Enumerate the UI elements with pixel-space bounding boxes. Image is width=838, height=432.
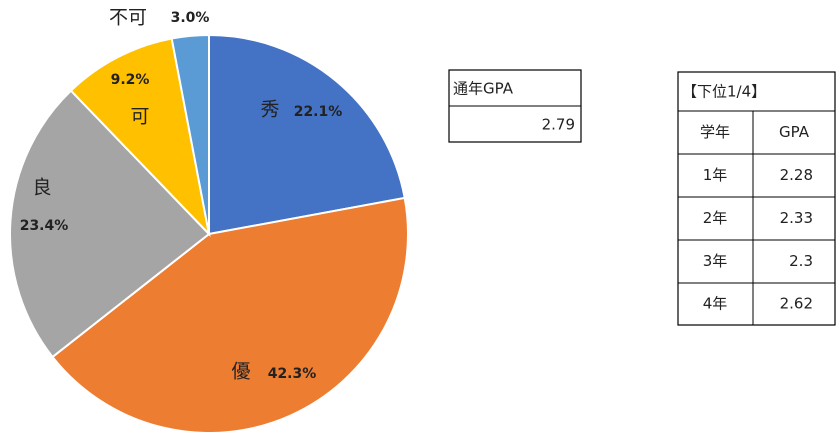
table-cell: 3年: [703, 252, 728, 270]
table-cell: 2年: [703, 209, 728, 227]
slice-value-label: 42.3%: [268, 366, 317, 382]
table-border: [677, 71, 836, 326]
lower-quarter-table: 【下位1/4】 学年 GPA 1年 2.28 2年 2.33 3年 2.3 4年 2.62: [677, 71, 836, 326]
table-header: GPA: [779, 123, 810, 141]
table-cell: 2.28: [780, 166, 813, 184]
slice-value-label: 22.1%: [294, 104, 343, 120]
slice-value-label: 3.0%: [171, 10, 210, 26]
pie-slice: [208, 33, 406, 236]
slice-name: 優: [231, 361, 250, 383]
pie-slice: [170, 33, 210, 235]
pie-slice: [9, 89, 211, 359]
slice-name: 可: [130, 106, 149, 128]
pie-slice: [69, 37, 211, 238]
pie-slice: [51, 196, 409, 432]
table-cell: 4年: [703, 295, 728, 313]
table-header: 学年: [700, 123, 730, 141]
slice-name: 秀: [260, 99, 279, 121]
slice-value-label: 9.2%: [111, 72, 150, 88]
slice-name: 不可: [109, 7, 147, 29]
slice-value-label: 23.4%: [20, 218, 69, 234]
table-title: 【下位1/4】: [682, 83, 766, 101]
table-cell: 2.3: [789, 252, 813, 270]
table-cell: 2.33: [780, 209, 813, 227]
table-cell: 1年: [703, 166, 728, 184]
table-cell: 2.79: [542, 116, 575, 134]
table-cell: 2.62: [780, 295, 813, 313]
annual-gpa-table: 通年GPA 2.79: [448, 69, 582, 143]
table-header: 通年GPA: [453, 80, 514, 98]
slice-name: 良: [32, 177, 51, 199]
